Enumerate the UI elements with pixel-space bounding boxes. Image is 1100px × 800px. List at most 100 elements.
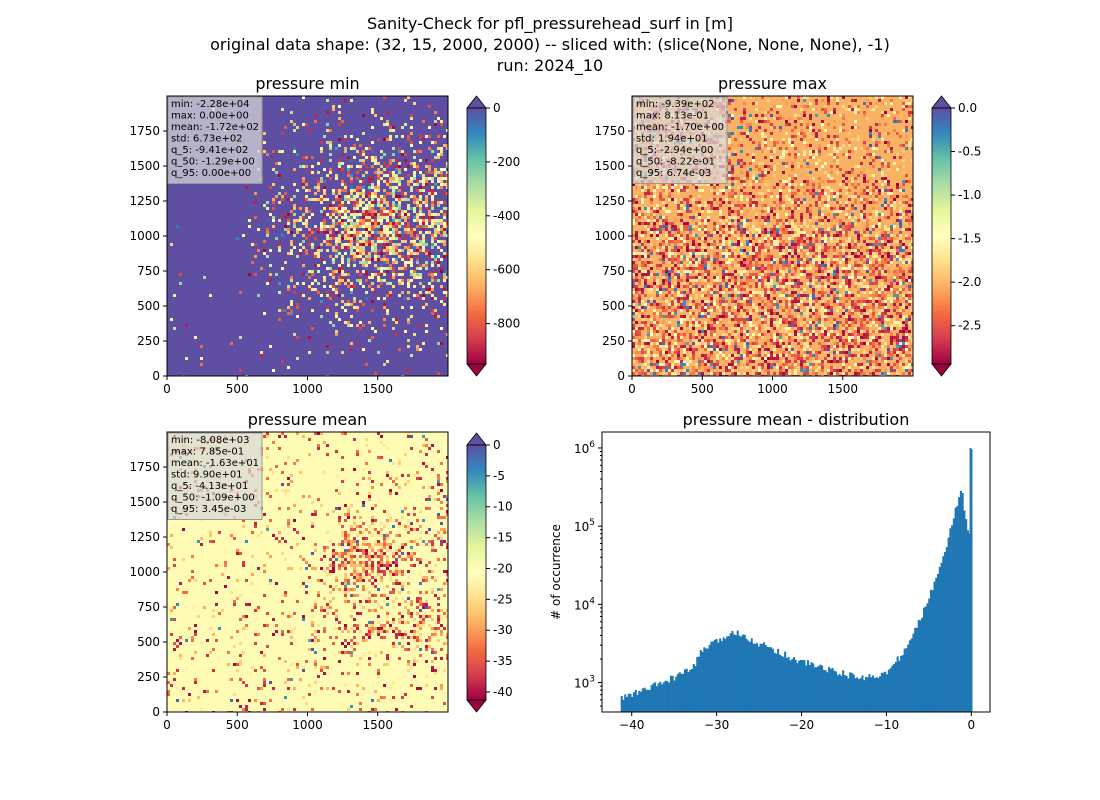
panel-2-heatmap-cell: [821, 99, 824, 102]
panel-2-heatmap-cell: [683, 186, 686, 189]
panel-2-heatmap-cell: [791, 168, 794, 171]
panel-1-heatmap-cell: [398, 150, 401, 153]
panel-2-heatmap-cell: [719, 255, 722, 258]
panel-1-heatmap-cell: [329, 153, 332, 156]
panel-1-heatmap-cell: [317, 186, 320, 189]
panel-2-heatmap-cell: [728, 285, 731, 288]
panel-2-heatmap-cell: [737, 261, 740, 264]
panel-1-heatmap-cell: [302, 282, 305, 285]
panel-2-heatmap-cell: [827, 153, 830, 156]
panel-1-heatmap-cell: [194, 336, 197, 339]
panel-2-heatmap-cell: [785, 261, 788, 264]
panel-2-heatmap-cell: [875, 282, 878, 285]
panel-2-heatmap-cell: [854, 264, 857, 267]
panel-1-heatmap-cell: [170, 318, 173, 321]
panel-2-heatmap-cell: [743, 225, 746, 228]
panel-1-heatmap-cell: [380, 234, 383, 237]
panel-2-heatmap-cell: [830, 177, 833, 180]
panel-1-heatmap-cell: [323, 213, 326, 216]
panel-1-heatmap-cell: [377, 171, 380, 174]
panel-1-heatmap-cell: [323, 222, 326, 225]
panel-2-heatmap-cell: [770, 264, 773, 267]
panel-2-heatmap-cell: [866, 156, 869, 159]
panel-2-heatmap-cell: [653, 183, 656, 186]
panel-2-heatmap-cell: [782, 282, 785, 285]
panel-1-heatmap-cell: [293, 207, 296, 210]
panel-2-heatmap-cell: [743, 177, 746, 180]
panel-1-heatmap-cell: [404, 261, 407, 264]
panel-2-heatmap-cell: [866, 258, 869, 261]
panel-2-heatmap-cell: [842, 174, 845, 177]
panel-1-heatmap-cell: [443, 252, 446, 255]
panel-2-heatmap-cell: [863, 147, 866, 150]
panel-2-heatmap-cell: [641, 255, 644, 258]
panel-2-heatmap-cell: [902, 192, 905, 195]
panel-2-heatmap-cell: [830, 219, 833, 222]
panel-1-heatmap-cell: [431, 213, 434, 216]
panel-2-heatmap-cell: [638, 279, 641, 282]
panel-2-heatmap-cell: [743, 270, 746, 273]
panel-2-heatmap-cell: [857, 111, 860, 114]
panel-1-heatmap-cell: [350, 165, 353, 168]
panel-2-heatmap-cell: [731, 252, 734, 255]
panel-2-heatmap-cell: [809, 135, 812, 138]
panel-1-heatmap-cell: [419, 348, 422, 351]
panel-2-heatmap-cell: [743, 162, 746, 165]
panel-1-colorbar-tick-label: -800: [493, 317, 520, 331]
panel-2-heatmap-cell: [665, 192, 668, 195]
panel-2-heatmap-cell: [773, 240, 776, 243]
panel-1-heatmap-cell: [419, 201, 422, 204]
panel-2-heatmap-cell: [884, 240, 887, 243]
panel-2-heatmap-cell: [731, 153, 734, 156]
panel-1-heatmap-cell: [338, 165, 341, 168]
panel-1-heatmap-cell: [290, 198, 293, 201]
panel-2-heatmap-cell: [668, 183, 671, 186]
panel-1-heatmap-cell: [365, 198, 368, 201]
panel-1-heatmap-cell: [416, 276, 419, 279]
panel-2-heatmap-cell: [773, 186, 776, 189]
panel-2-heatmap-cell: [656, 228, 659, 231]
panel-1-heatmap-cell: [287, 306, 290, 309]
panel-1-heatmap-cell: [443, 273, 446, 276]
panel-2-heatmap-cell: [755, 213, 758, 216]
panel-1-heatmap-cell: [365, 270, 368, 273]
panel-2-heatmap-cell: [770, 156, 773, 159]
panel-1-heatmap-cell: [347, 234, 350, 237]
panel-2-heatmap-cell: [755, 282, 758, 285]
panel-1-heatmap-cell: [362, 264, 365, 267]
panel-1-heatmap-cell: [359, 198, 362, 201]
panel-2-heatmap-cell: [890, 147, 893, 150]
panel-2-heatmap-cell: [644, 276, 647, 279]
panel-2-heatmap-cell: [788, 174, 791, 177]
panel-1-heatmap-cell: [383, 225, 386, 228]
panel-1-heatmap-cell: [320, 183, 323, 186]
panel-1-heatmap-cell: [335, 177, 338, 180]
panel-2-heatmap-cell: [863, 252, 866, 255]
panel-2-heatmap-cell: [794, 243, 797, 246]
panel-1-heatmap-cell: [341, 207, 344, 210]
panel-2-heatmap-cell: [887, 141, 890, 144]
panel-2-heatmap-cell: [761, 246, 764, 249]
panel-2-heatmap-cell: [755, 279, 758, 282]
panel-2-heatmap-cell: [737, 126, 740, 129]
panel-2-heatmap-cell: [638, 213, 641, 216]
panel-1-heatmap-cell: [422, 285, 425, 288]
panel-1-heatmap-cell: [440, 177, 443, 180]
panel-1-heatmap-cell: [302, 177, 305, 180]
panel-2-heatmap-cell: [773, 231, 776, 234]
panel-1-heatmap-cell: [428, 192, 431, 195]
panel-2-heatmap-cell: [803, 114, 806, 117]
panel-2-heatmap-cell: [740, 279, 743, 282]
panel-1-heatmap-cell: [440, 234, 443, 237]
panel-1-ytick-label: 1500: [129, 159, 160, 173]
panel-2-heatmap-cell: [788, 276, 791, 279]
panel-1-heatmap-cell: [257, 294, 260, 297]
panel-1-heatmap-cell: [338, 162, 341, 165]
panel-2-heatmap-cell: [854, 186, 857, 189]
panel-1-heatmap-cell: [368, 258, 371, 261]
panel-2-heatmap-cell: [899, 234, 902, 237]
panel-1-heatmap-cell: [395, 198, 398, 201]
panel-1-heatmap-cell: [293, 150, 296, 153]
panel-1-heatmap-cell: [326, 234, 329, 237]
panel-2-heatmap-cell: [635, 219, 638, 222]
